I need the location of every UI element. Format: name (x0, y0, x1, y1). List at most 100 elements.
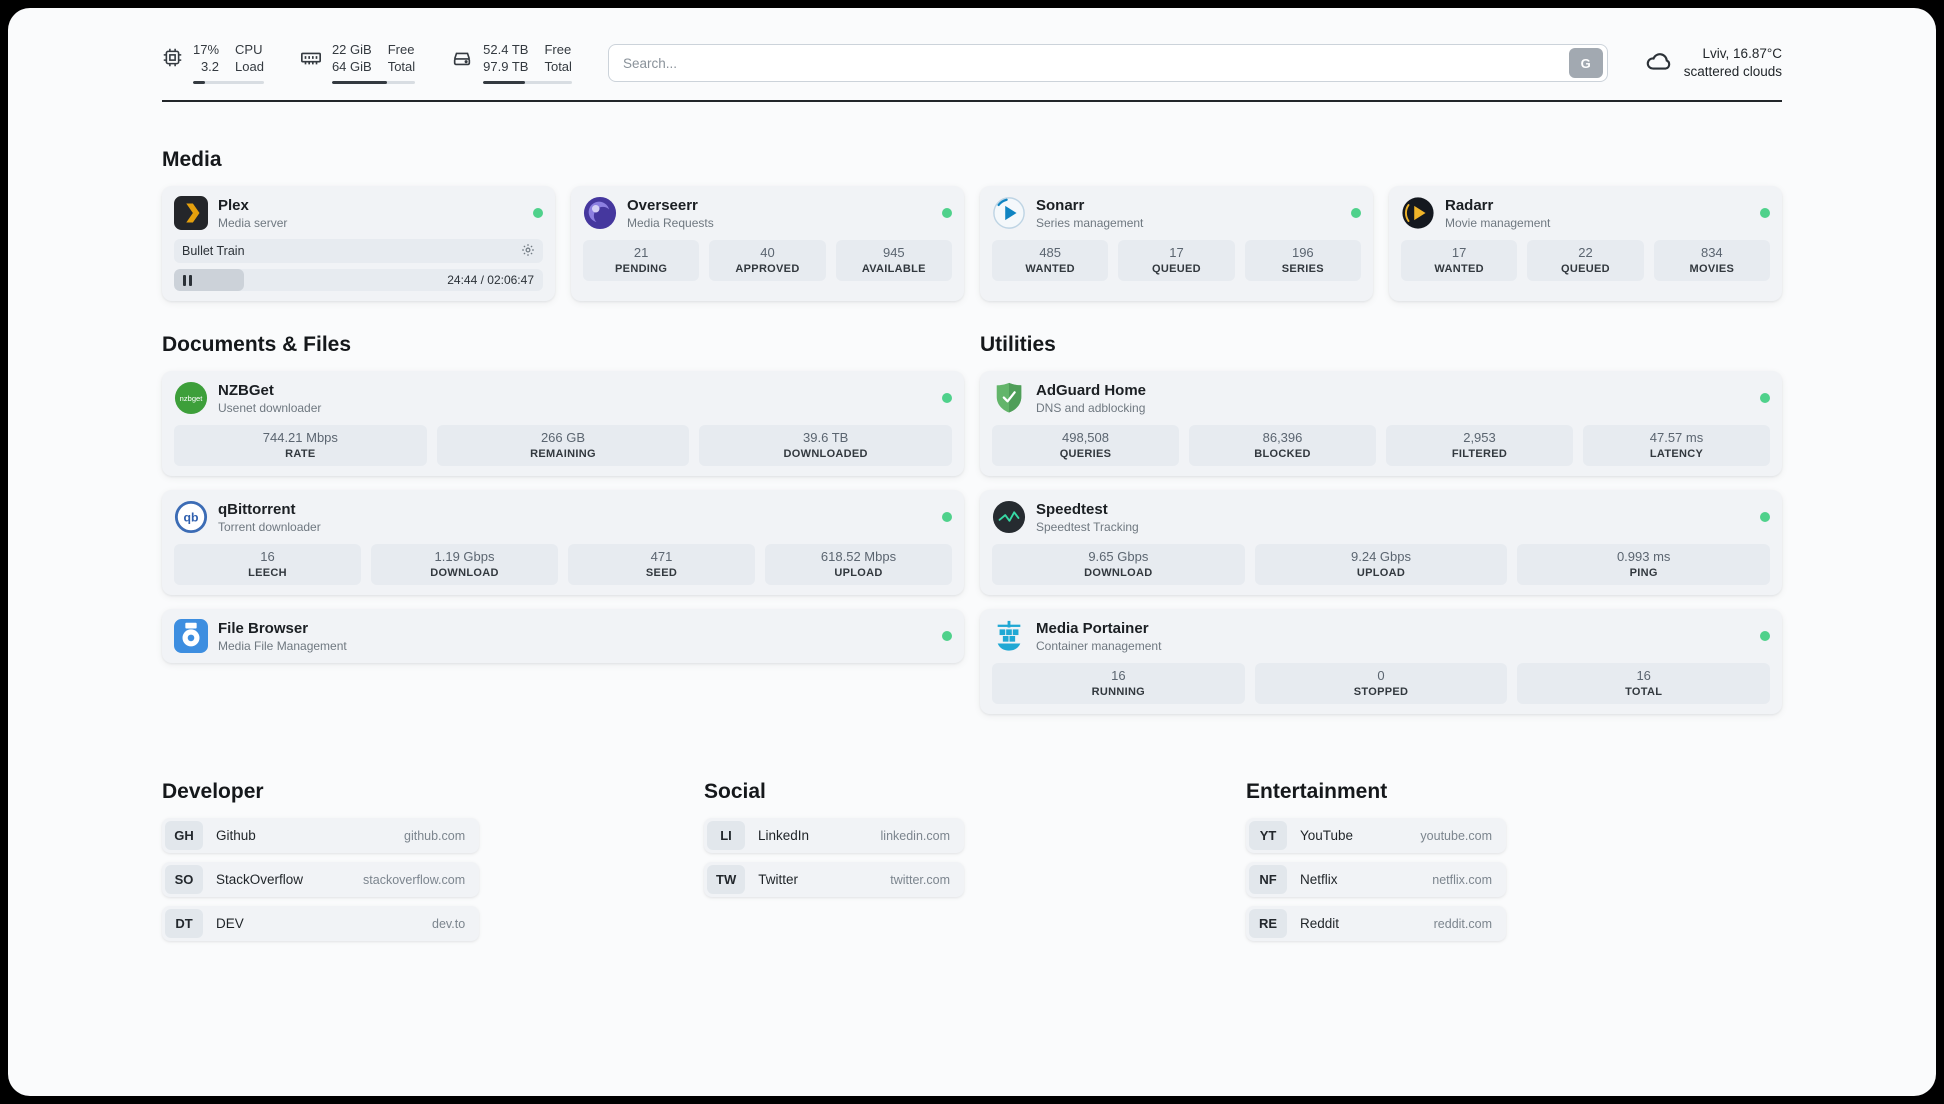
radarr-card[interactable]: Radarr Movie management 17 WANTED 22 QUE… (1389, 186, 1782, 301)
bookmark-group-entertainment: Entertainment YT YouTube youtube.com NF … (1246, 780, 1788, 950)
memory-usage-bar (331, 81, 416, 84)
stat-download: 1.19 Gbps DOWNLOAD (371, 544, 558, 585)
stat-upload: 618.52 Mbps UPLOAD (765, 544, 952, 585)
documents-column: Documents & Files nzbget NZBGet Usenet d (162, 333, 964, 728)
bookmark-linkedin[interactable]: LI LinkedIn linkedin.com (704, 818, 964, 853)
app-name: NZBGet (218, 381, 274, 399)
utilities-column: Utilities AdGuard Home (980, 333, 1782, 728)
bookmark-name: Github (216, 828, 256, 843)
app-subtitle: Media server (218, 215, 288, 230)
stat-stopped: 0 STOPPED (1254, 663, 1508, 704)
bookmark-github[interactable]: GH Github github.com (162, 818, 480, 853)
status-dot (942, 512, 952, 522)
pause-button[interactable] (183, 274, 192, 286)
stat-movies: 834 MOVIES (1653, 240, 1770, 281)
plex-card[interactable]: Plex Media server Bullet Train (162, 186, 555, 301)
filebrowser-card[interactable]: File Browser Media File Management (162, 609, 964, 663)
now-playing-row: Bullet Train (174, 239, 543, 263)
stat-wanted: 17 WANTED (1401, 240, 1518, 281)
now-playing-title: Bullet Train (182, 244, 245, 258)
stat-queries: 498,508 QUERIES (992, 425, 1179, 466)
stat-upload: 9.24 Gbps UPLOAD (1254, 544, 1508, 585)
portainer-card[interactable]: Media Portainer Container management 16 … (980, 609, 1782, 714)
bookmark-dev[interactable]: DT DEV dev.to (162, 906, 480, 941)
app-subtitle: Movie management (1445, 215, 1551, 230)
svg-text:qb: qb (184, 511, 199, 525)
section-title-social: Social (704, 780, 766, 803)
search-input[interactable] (622, 55, 1569, 71)
disk-usage-bar (483, 81, 572, 84)
speedtest-card[interactable]: Speedtest Speedtest Tracking 9.65 Gbps D… (980, 490, 1782, 595)
overseerr-card[interactable]: Overseerr Media Requests 21 PENDING 40 A… (571, 186, 964, 301)
status-dot (1760, 512, 1770, 522)
qbittorrent-card[interactable]: qb qBittorrent Torrent downloader 16 LEE… (162, 490, 964, 595)
app-name: Plex (218, 196, 249, 214)
bookmark-stackoverflow[interactable]: SO StackOverflow stackoverflow.com (162, 862, 480, 897)
bookmark-url: netflix.com (1432, 872, 1492, 887)
memory-total: 64 GiB (331, 59, 372, 74)
playback-time: 24:44 / 02:06:47 (447, 273, 534, 287)
bookmark-name: LinkedIn (758, 828, 810, 843)
section-title-documents: Documents & Files (162, 333, 352, 356)
app-name: Media Portainer (1036, 619, 1149, 637)
bookmark-abbr: TW (707, 865, 746, 894)
bookmark-group-social: Social LI LinkedIn linkedin.com TW Twitt… (704, 780, 1246, 950)
weather-location: Lviv, 16.87°C (1702, 46, 1782, 61)
bookmark-url: linkedin.com (880, 828, 950, 843)
section-title-utilities: Utilities (980, 333, 1056, 356)
stat-download: 9.65 Gbps DOWNLOAD (992, 544, 1245, 585)
app-name: AdGuard Home (1036, 381, 1147, 399)
cpu-label-bottom: Load (235, 59, 264, 74)
bookmark-abbr: SO (165, 865, 203, 894)
status-dot (1760, 393, 1770, 403)
app-subtitle: Media Requests (627, 215, 714, 230)
app-name: Speedtest (1036, 500, 1108, 518)
bookmark-netflix[interactable]: NF Netflix netflix.com (1246, 862, 1506, 897)
stat-leech: 16 LEECH (174, 544, 361, 585)
cpu-usage-bar (193, 81, 264, 84)
search-engine-button[interactable]: G (1568, 48, 1603, 78)
stat-approved: 40 APPROVED (709, 240, 826, 281)
bookmark-youtube[interactable]: YT YouTube youtube.com (1246, 818, 1506, 853)
status-dot (1760, 208, 1770, 218)
status-dot (533, 208, 543, 218)
app-name: Overseerr (627, 196, 698, 214)
status-dot (1351, 208, 1361, 218)
svg-text:nzbget: nzbget (180, 394, 204, 403)
adguard-icon (992, 381, 1026, 415)
stat-remaining: 266 GB REMAINING (436, 425, 690, 466)
app-subtitle: DNS and adblocking (1036, 400, 1146, 415)
nzbget-card[interactable]: nzbget NZBGet Usenet downloader 744.21 M… (162, 371, 964, 476)
speedtest-icon (992, 500, 1026, 534)
bookmark-url: reddit.com (1433, 916, 1492, 931)
bookmark-abbr: RE (1249, 909, 1287, 938)
stat-downloaded: 39.6 TB DOWNLOADED (699, 425, 953, 466)
stat-queued: 17 QUEUED (1118, 240, 1235, 281)
status-dot (942, 208, 952, 218)
memory-label-top: Free (387, 42, 415, 57)
stat-rate: 744.21 Mbps RATE (174, 425, 427, 466)
bookmark-name: StackOverflow (216, 872, 304, 887)
disk-label-top: Free (544, 42, 572, 57)
stat-series: 196 SERIES (1244, 240, 1361, 281)
sonarr-card[interactable]: Sonarr Series management 485 WANTED 17 Q… (980, 186, 1373, 301)
stat-available: 945 AVAILABLE (835, 240, 952, 281)
section-title-developer: Developer (162, 780, 264, 803)
cloud-icon (1644, 46, 1674, 81)
search-bar: G (607, 44, 1608, 82)
bookmark-reddit[interactable]: RE Reddit reddit.com (1246, 906, 1506, 941)
bookmark-url: stackoverflow.com (363, 872, 466, 887)
disk-total: 97.9 TB (483, 59, 529, 74)
bookmark-name: Twitter (758, 872, 798, 887)
stat-queued: 22 QUEUED (1527, 240, 1644, 281)
playback-progress-bar[interactable]: 24:44 / 02:06:47 (174, 269, 543, 291)
bookmark-abbr: YT (1249, 821, 1287, 850)
section-title-entertainment: Entertainment (1246, 780, 1388, 803)
stat-ping: 0.993 ms PING (1517, 544, 1771, 585)
app-subtitle: Torrent downloader (218, 519, 321, 534)
adguard-card[interactable]: AdGuard Home DNS and adblocking 498,508 … (980, 371, 1782, 476)
settings-gear-icon[interactable] (521, 243, 535, 260)
weather-widget: Lviv, 16.87°C scattered clouds (1644, 45, 1782, 81)
qbittorrent-icon: qb (174, 500, 208, 534)
bookmark-twitter[interactable]: TW Twitter twitter.com (704, 862, 964, 897)
